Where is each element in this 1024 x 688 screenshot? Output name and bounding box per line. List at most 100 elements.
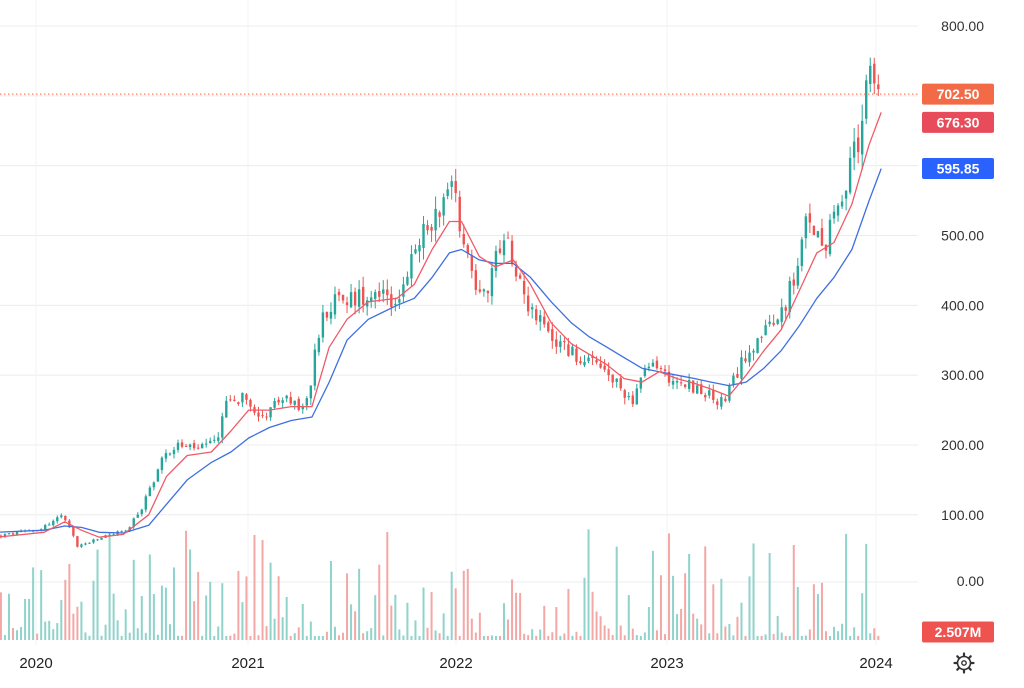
candle-body [486,290,490,294]
volume-bar [313,635,316,640]
volume-bar [555,607,558,640]
volume-bar [720,578,723,640]
candle-body [402,284,405,297]
volume-bar [639,635,642,640]
candle-body [217,437,220,441]
candle-body [506,237,510,239]
volume-bar [837,631,840,640]
candle-body [112,534,115,536]
volume-bar [430,591,433,640]
volume-bar [531,629,534,640]
volume-bar [414,620,417,640]
volume-bar [12,628,15,640]
price-badge-label: 676.30 [937,114,980,130]
volume-bar [466,568,469,640]
candle-body [494,250,498,271]
volume-bar [716,633,719,640]
volume-bar [337,635,340,640]
candle-body [422,223,425,248]
candle-body [756,338,759,353]
candle-body [120,530,123,532]
volume-bar [800,635,803,640]
volume-bar [853,627,856,640]
candle-body [164,453,168,459]
candle-body [386,289,389,296]
volume-bar [708,633,711,640]
volume-bar [478,612,481,640]
volume-bar [663,634,666,640]
volume-bar [603,625,606,640]
volume-bar [422,587,425,640]
volume-bar [354,611,357,640]
candle-body [321,312,325,338]
volume-bar [245,576,248,640]
candle-body [796,265,800,286]
candle-body [196,447,200,449]
candle-body [551,329,554,341]
volume-bar [503,603,506,640]
volume-bar [732,635,735,640]
candle-body [148,487,152,497]
volume-bar [229,635,232,640]
candle-body [337,291,341,296]
candle-body [374,292,377,299]
y-tick-label: 500.00 [941,227,984,243]
volume-bar [591,591,594,640]
volume-bar [482,635,485,640]
candle-body [64,515,67,521]
candle-body [353,291,357,306]
candle-body [140,509,143,514]
candle-body [679,382,683,384]
candle-body [301,406,304,410]
candle-body [273,400,276,408]
volume-bar [523,633,526,640]
candle-body [595,360,598,363]
candle-body [736,373,739,378]
volume-bar [64,579,67,640]
volume-bar [366,631,369,640]
candle-body [394,303,397,305]
volume-bar [643,632,646,640]
volume-bar [88,635,91,640]
candle-body [643,368,647,377]
volume-bar [7,593,10,640]
candle-body [510,240,514,265]
volume-bar [60,600,63,640]
volume-bar [225,635,228,640]
candle-body [856,137,860,153]
volume-bar [265,626,268,640]
volume-bar [213,635,216,640]
volume-bar [309,621,312,640]
volume-bar [494,635,497,640]
gear-icon[interactable] [953,652,975,674]
candle-body [567,344,570,356]
y-tick-label: 800.00 [941,18,984,34]
candle-body [579,361,582,364]
candle-body [575,348,578,362]
candle-body [249,399,252,407]
volume-bar [498,635,501,640]
volume-bar [386,532,389,640]
candle-body [204,443,208,445]
volume-bar [333,626,336,640]
candle-body [80,544,83,547]
candle-body [522,280,526,295]
candle-body [559,341,562,347]
candle-body [100,537,103,540]
volume-bar [587,529,590,640]
candle-body [768,321,771,325]
candle-body [418,245,421,252]
volume-bar [861,593,864,640]
volume-bar [804,635,807,640]
volume-bar [346,573,349,640]
x-axis[interactable]: 2020 2021 2022 2023 2024 [19,655,892,672]
volume-bar [358,568,361,640]
candle-body [852,141,856,158]
volume-bar [816,594,819,640]
y-axis[interactable]: 800.00 500.00 400.00 300.00 200.00 100.00 0.00 [941,18,984,589]
candle-body [720,397,723,407]
candle-body [760,336,763,338]
price-badge-label: 702.50 [937,86,980,102]
